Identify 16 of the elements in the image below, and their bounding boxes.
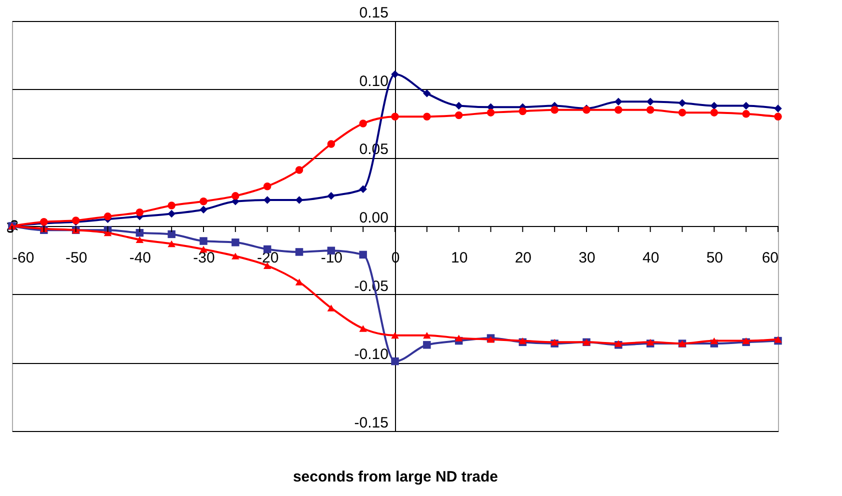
x-tick-label: 20 bbox=[514, 250, 532, 266]
x-tick-label: 10 bbox=[450, 250, 468, 266]
y-tick-label: -0.10 bbox=[354, 346, 388, 364]
y-tick-label: 0.15 bbox=[359, 4, 388, 22]
x-tick-label: -40 bbox=[129, 250, 152, 266]
x-tick-label: 40 bbox=[642, 250, 660, 266]
x-tick-label: -50 bbox=[65, 250, 88, 266]
y-tick-label: 0.00 bbox=[359, 210, 388, 226]
x-axis-title: seconds from large ND trade bbox=[292, 468, 498, 486]
x-tick-label: -30 bbox=[193, 250, 215, 266]
x-tick-label: 50 bbox=[706, 250, 724, 266]
x-tick-label: -60 bbox=[12, 250, 34, 266]
y-tick-label: 0.10 bbox=[359, 72, 388, 90]
y-tick-label: -0.15 bbox=[354, 414, 388, 432]
x-tick-label: 30 bbox=[578, 250, 596, 266]
x-tick-label: 60 bbox=[762, 250, 778, 266]
